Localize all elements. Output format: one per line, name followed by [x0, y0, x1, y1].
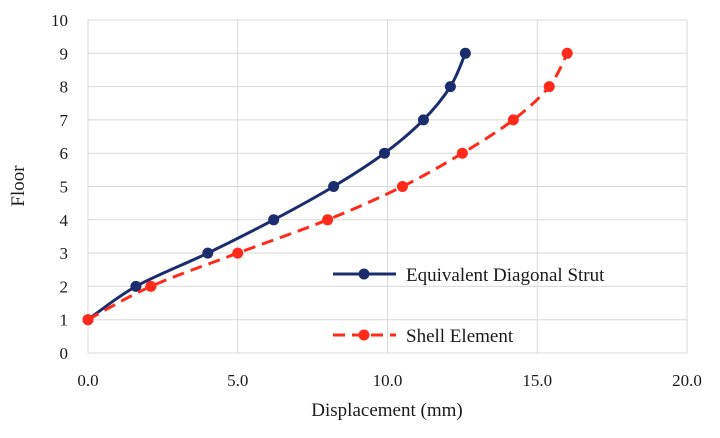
gridlines	[87, 19, 688, 354]
legend-marker-shell	[358, 329, 370, 341]
x-tick-label: 5.0	[227, 371, 248, 390]
series-1-point	[232, 247, 244, 259]
y-tick-label: 4	[60, 211, 69, 230]
x-tick-label: 15.0	[522, 371, 552, 390]
y-tick-label: 3	[60, 244, 69, 263]
legend-label-shell: Shell Element	[406, 326, 514, 347]
x-tick-label: 10.0	[373, 371, 403, 390]
y-tick-label: 9	[60, 44, 69, 63]
legend-label-strut: Equivalent Diagonal Strut	[406, 265, 605, 286]
x-axis-title: Displacement (mm)	[311, 400, 462, 421]
y-tick-label: 1	[60, 311, 69, 330]
legend: Equivalent Diagonal Strut Shell Element	[333, 265, 605, 347]
legend-item-shell: Shell Element	[333, 326, 514, 347]
series-0-point	[268, 214, 280, 226]
y-tick-label: 8	[60, 78, 69, 97]
series-1-point	[561, 47, 573, 59]
series-1-point	[322, 214, 334, 226]
y-axis-ticks: 0 1 2 3 4 5 6 7 8 9 10	[51, 11, 69, 363]
series-0-point	[417, 114, 429, 126]
series-1-point	[145, 280, 157, 292]
x-axis-ticks: 0.0 5.0 10.0 15.0 20.0	[77, 371, 702, 390]
series-0-point	[459, 47, 471, 59]
series-0-point	[130, 280, 142, 292]
y-tick-label: 0	[60, 344, 69, 363]
x-tick-label: 0.0	[77, 371, 98, 390]
y-tick-label: 6	[60, 144, 69, 163]
legend-marker-strut	[358, 268, 370, 280]
y-tick-label: 2	[60, 277, 69, 296]
y-tick-label: 5	[60, 178, 69, 197]
x-tick-label: 20.0	[672, 371, 702, 390]
series-layer	[82, 47, 573, 326]
series-1-point	[507, 114, 519, 126]
series-1-point	[82, 314, 94, 326]
series-0-point	[444, 81, 456, 93]
y-tick-label: 7	[60, 111, 69, 130]
series-1-point	[396, 181, 408, 192]
series-line-1	[87, 52, 569, 322]
y-tick-label: 10	[51, 11, 68, 30]
series-0-point	[379, 147, 391, 159]
series-1-point	[456, 147, 468, 159]
series-0-point	[202, 247, 214, 259]
y-axis-title: Floor	[8, 165, 29, 207]
legend-item-strut: Equivalent Diagonal Strut	[333, 265, 605, 286]
series-0-point	[328, 181, 340, 192]
series-1-point	[543, 81, 555, 93]
